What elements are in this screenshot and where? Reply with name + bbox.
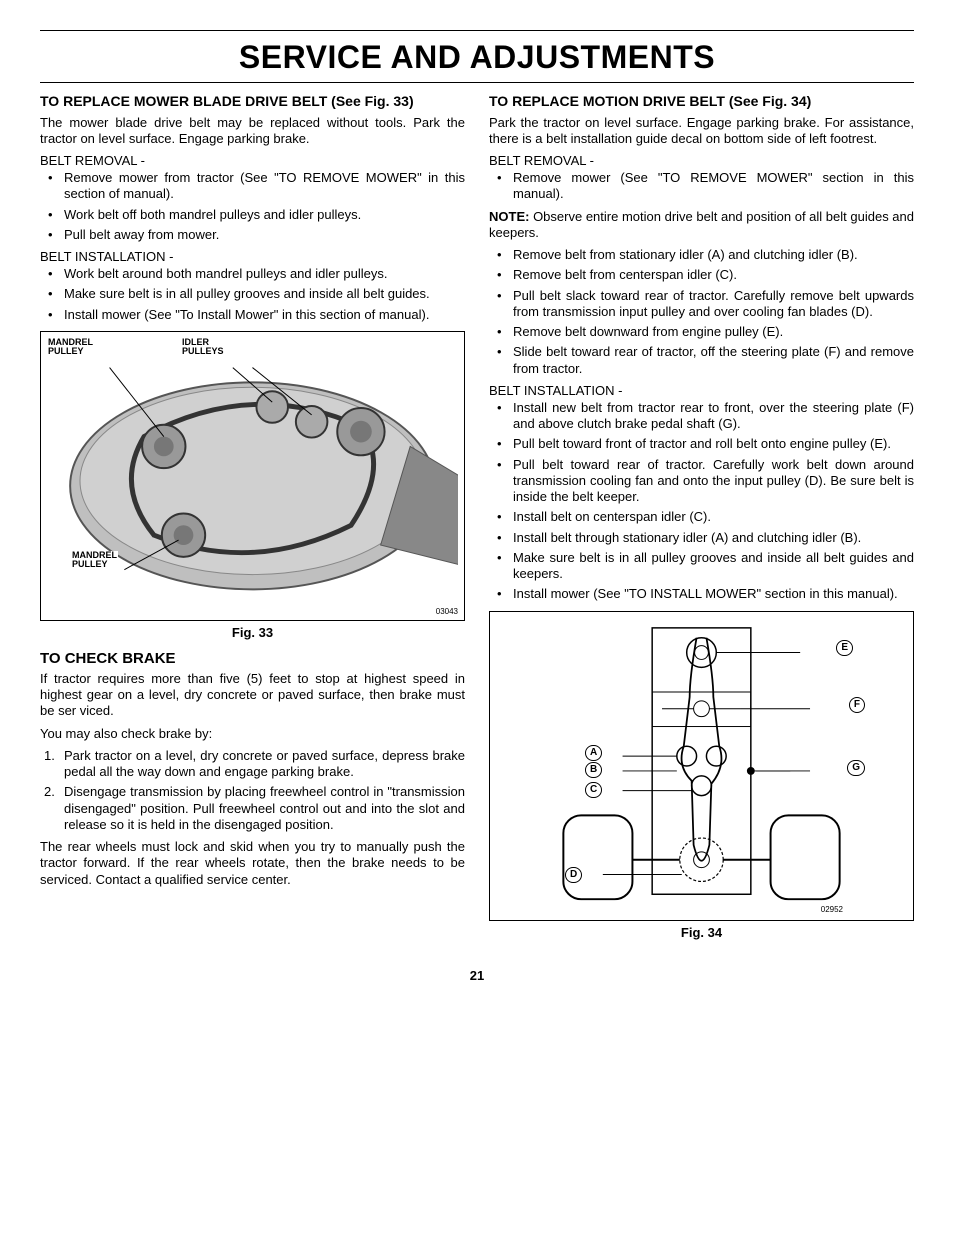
fig34-callout-b: B — [585, 762, 602, 778]
fig34-callout-d: D — [565, 867, 582, 883]
page-title: SERVICE AND ADJUSTMENTS — [40, 39, 914, 76]
list-item: 2.Disengage transmission by placing free… — [40, 784, 465, 833]
two-column-layout: TO REPLACE MOWER BLADE DRIVE BELT (See F… — [40, 93, 914, 950]
list-item: Remove belt from centerspan idler (C). — [489, 267, 914, 283]
fig34-callout-e: E — [836, 640, 853, 656]
list-item: Install mower (See "TO INSTALL MOWER" se… — [489, 586, 914, 602]
paragraph: If tractor requires more than five (5) f… — [40, 671, 465, 720]
motion-install-list: Install new belt from tractor rear to fr… — [489, 400, 914, 603]
paragraph: Park the tractor on level surface. Engag… — [489, 115, 914, 148]
subheading-belt-removal: BELT REMOVAL - — [489, 153, 914, 168]
list-item: Remove belt from stationary idler (A) an… — [489, 247, 914, 263]
list-item: Install new belt from tractor rear to fr… — [489, 400, 914, 433]
fig33-illustration — [47, 338, 458, 614]
belt-install-list: Work belt around both mandrel pulleys an… — [40, 266, 465, 323]
belt-removal-list: Remove mower from tractor (See "TO REMOV… — [40, 170, 465, 243]
motion-removal-list-1: Remove mower (See "TO REMOVE MOWER" sect… — [489, 170, 914, 203]
subheading-belt-install: BELT INSTALLATION - — [489, 383, 914, 398]
figure-33-box: MANDREL PULLEY IDLER PULLEYS MANDREL PUL… — [40, 331, 465, 621]
list-item: Pull belt toward front of tractor and ro… — [489, 436, 914, 452]
section-heading-replace-motion-belt: TO REPLACE MOTION DRIVE BELT (See Fig. 3… — [489, 93, 914, 111]
note-text: Observe entire motion drive belt and pos… — [489, 209, 914, 240]
list-item: Pull belt away from mower. — [40, 227, 465, 243]
list-item: Make sure belt is in all pulley grooves … — [40, 286, 465, 302]
paragraph: The mower blade drive belt may be replac… — [40, 115, 465, 148]
list-item: Install belt on centerspan idler (C). — [489, 509, 914, 525]
fig33-caption: Fig. 33 — [40, 625, 465, 640]
list-item: Remove mower (See "TO REMOVE MOWER" sect… — [489, 170, 914, 203]
figure-34-box: E F G A B C D 02952 — [489, 611, 914, 921]
motion-removal-list-2: Remove belt from stationary idler (A) an… — [489, 247, 914, 377]
list-item: Pull belt toward rear of tractor. Carefu… — [489, 457, 914, 506]
fig34-illustration — [496, 618, 907, 914]
list-item: Slide belt toward rear of tractor, off t… — [489, 344, 914, 377]
page-number: 21 — [40, 968, 914, 983]
fig34-callout-g: G — [847, 760, 865, 776]
note-paragraph: NOTE: Observe entire motion drive belt a… — [489, 209, 914, 242]
paragraph: The rear wheels must lock and skid when … — [40, 839, 465, 888]
fig34-caption: Fig. 34 — [489, 925, 914, 940]
fig34-callout-f: F — [849, 697, 865, 713]
fig34-part-number: 02952 — [821, 905, 843, 914]
list-item: Make sure belt is in all pulley grooves … — [489, 550, 914, 583]
fig34-callout-a: A — [585, 745, 602, 761]
fig33-label-mandrel-bottom: MANDREL PULLEY — [71, 551, 118, 570]
right-column: TO REPLACE MOTION DRIVE BELT (See Fig. 3… — [489, 93, 914, 950]
list-item: Work belt around both mandrel pulleys an… — [40, 266, 465, 282]
section-heading-check-brake: TO CHECK BRAKE — [40, 650, 465, 667]
brake-check-steps: 1.Park tractor on a level, dry concrete … — [40, 748, 465, 833]
fig33-label-mandrel-top: MANDREL PULLEY — [47, 338, 94, 357]
fig33-label-idler: IDLER PULLEYS — [181, 338, 225, 357]
list-item: Remove mower from tractor (See "TO REMOV… — [40, 170, 465, 203]
subheading-belt-install: BELT INSTALLATION - — [40, 249, 465, 264]
left-column: TO REPLACE MOWER BLADE DRIVE BELT (See F… — [40, 93, 465, 950]
list-item: Install mower (See "To Install Mower" in… — [40, 307, 465, 323]
note-label: NOTE: — [489, 209, 529, 224]
fig34-callout-c: C — [585, 782, 602, 798]
list-item: Remove belt downward from engine pulley … — [489, 324, 914, 340]
fig33-part-number: 03043 — [436, 607, 458, 616]
list-item: Work belt off both mandrel pulleys and i… — [40, 207, 465, 223]
list-item: Pull belt slack toward rear of tractor. … — [489, 288, 914, 321]
paragraph: You may also check brake by: — [40, 726, 465, 742]
subheading-belt-removal: BELT REMOVAL - — [40, 153, 465, 168]
section-heading-replace-blade-belt: TO REPLACE MOWER BLADE DRIVE BELT (See F… — [40, 93, 465, 111]
list-item: Install belt through stationary idler (A… — [489, 530, 914, 546]
list-item: 1.Park tractor on a level, dry concrete … — [40, 748, 465, 781]
